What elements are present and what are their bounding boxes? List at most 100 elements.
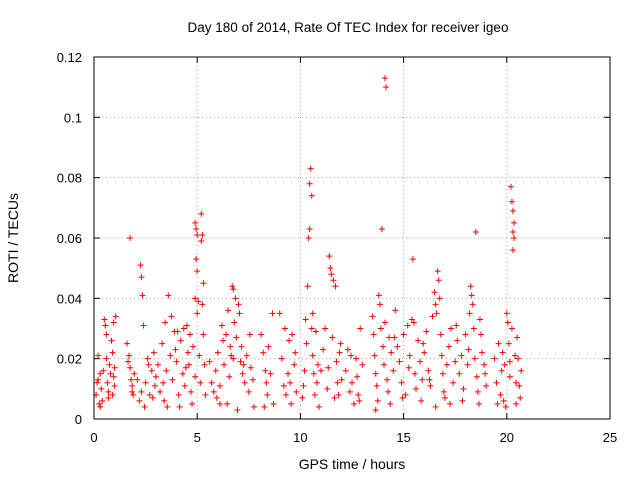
data-point xyxy=(426,376,433,383)
data-point xyxy=(189,400,196,407)
data-point xyxy=(355,391,362,398)
data-point xyxy=(175,391,182,398)
data-point xyxy=(184,349,191,356)
data-point xyxy=(353,355,360,362)
data-point xyxy=(141,403,148,410)
data-point xyxy=(373,382,380,389)
data-point xyxy=(415,337,422,344)
data-point xyxy=(344,346,351,353)
data-point xyxy=(210,388,217,395)
data-point xyxy=(460,385,467,392)
data-point xyxy=(225,307,232,314)
data-point xyxy=(374,397,381,404)
data-point xyxy=(309,310,316,317)
data-point xyxy=(309,352,316,359)
data-point xyxy=(468,292,475,299)
data-point xyxy=(198,238,205,245)
data-point xyxy=(176,403,183,410)
data-point xyxy=(221,361,228,368)
data-point xyxy=(168,313,175,320)
data-point xyxy=(281,325,288,332)
data-point xyxy=(286,337,293,344)
data-point xyxy=(420,340,427,347)
data-point xyxy=(243,352,250,359)
data-point xyxy=(453,322,460,329)
data-point xyxy=(351,400,358,407)
data-point xyxy=(306,180,313,187)
data-point xyxy=(95,352,102,359)
data-point xyxy=(108,337,115,344)
data-point xyxy=(503,310,510,317)
data-point xyxy=(384,376,391,383)
data-point xyxy=(327,265,334,272)
data-point xyxy=(162,319,169,326)
data-point xyxy=(103,331,110,338)
data-point xyxy=(107,370,114,377)
data-point xyxy=(232,295,239,302)
data-point xyxy=(313,379,320,386)
data-point xyxy=(513,379,520,386)
data-point xyxy=(104,379,111,386)
data-point xyxy=(145,361,152,368)
data-point xyxy=(458,352,465,359)
data-point xyxy=(500,397,507,404)
data-point xyxy=(391,334,398,341)
data-point xyxy=(324,385,331,392)
data-point xyxy=(483,382,490,389)
data-point xyxy=(302,316,309,323)
data-point xyxy=(378,225,385,232)
data-point xyxy=(325,364,332,371)
data-point xyxy=(245,388,252,395)
data-point xyxy=(152,373,159,380)
data-point xyxy=(197,379,204,386)
data-point xyxy=(328,271,335,278)
data-point xyxy=(469,301,476,308)
data-point xyxy=(278,355,285,362)
y-tick-label: 0.06 xyxy=(57,231,82,246)
data-point xyxy=(330,277,337,284)
data-point xyxy=(233,334,240,341)
data-point xyxy=(498,367,505,374)
data-point xyxy=(396,358,403,365)
data-point xyxy=(105,394,112,401)
data-point xyxy=(459,397,466,404)
data-point xyxy=(249,376,256,383)
data-point xyxy=(144,355,151,362)
data-point xyxy=(180,325,187,332)
data-point xyxy=(173,358,180,365)
data-point xyxy=(441,394,448,401)
data-point xyxy=(228,352,235,359)
data-point xyxy=(314,361,321,368)
data-point xyxy=(138,388,145,395)
data-point xyxy=(431,289,438,296)
data-point xyxy=(98,385,105,392)
data-point xyxy=(199,301,206,308)
data-point xyxy=(432,403,439,410)
data-point xyxy=(515,355,522,362)
data-point xyxy=(241,379,248,386)
data-point xyxy=(146,391,153,398)
data-point xyxy=(452,358,459,365)
y-tick-label: 0.04 xyxy=(57,291,82,306)
data-point xyxy=(131,370,138,377)
data-point xyxy=(372,370,379,377)
data-point xyxy=(112,313,119,320)
data-point xyxy=(436,295,443,302)
data-point xyxy=(109,349,116,356)
data-point xyxy=(386,334,393,341)
data-point xyxy=(379,343,386,350)
data-point xyxy=(151,382,158,389)
tick-labels: 0 5 10 15 20 25 0 0.02 0.04 0.06 0.08 0.1 0.12 xyxy=(57,50,618,445)
data-point xyxy=(111,364,118,371)
x-tick-label: 25 xyxy=(603,430,617,445)
data-point xyxy=(450,379,457,386)
x-tick-label: 5 xyxy=(194,430,201,445)
data-point xyxy=(471,355,478,362)
data-point xyxy=(337,340,344,347)
data-point xyxy=(238,343,245,350)
data-point xyxy=(235,301,242,308)
data-point xyxy=(110,373,117,380)
data-point xyxy=(182,364,189,371)
data-point xyxy=(134,376,141,383)
